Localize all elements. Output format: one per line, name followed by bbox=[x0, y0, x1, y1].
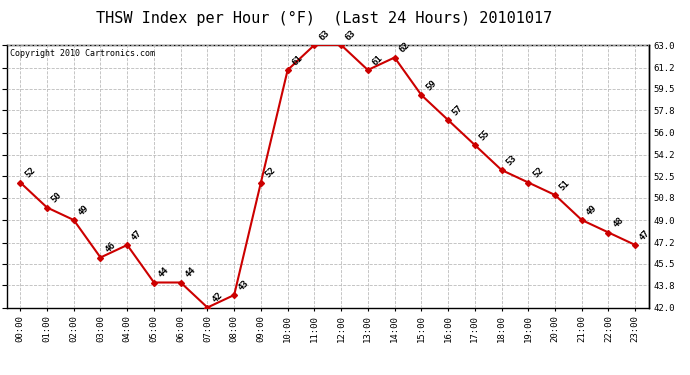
Text: 51: 51 bbox=[558, 178, 572, 192]
Text: 53: 53 bbox=[504, 153, 518, 167]
Text: 62: 62 bbox=[397, 41, 411, 55]
Text: 50: 50 bbox=[50, 191, 63, 205]
Text: 43: 43 bbox=[237, 278, 251, 292]
Text: 57: 57 bbox=[451, 103, 465, 117]
Text: 47: 47 bbox=[130, 228, 144, 242]
Text: Copyright 2010 Cartronics.com: Copyright 2010 Cartronics.com bbox=[10, 49, 155, 58]
Text: THSW Index per Hour (°F)  (Last 24 Hours) 20101017: THSW Index per Hour (°F) (Last 24 Hours)… bbox=[96, 11, 553, 26]
Text: 49: 49 bbox=[584, 203, 598, 217]
Text: 44: 44 bbox=[184, 266, 197, 280]
Text: 52: 52 bbox=[264, 166, 277, 180]
Text: 49: 49 bbox=[77, 203, 90, 217]
Text: 63: 63 bbox=[344, 28, 358, 42]
Text: 63: 63 bbox=[317, 28, 331, 42]
Text: 44: 44 bbox=[157, 266, 170, 280]
Text: 61: 61 bbox=[371, 53, 384, 67]
Text: 42: 42 bbox=[210, 291, 224, 305]
Text: 59: 59 bbox=[424, 78, 438, 92]
Text: 52: 52 bbox=[23, 166, 37, 180]
Text: 61: 61 bbox=[290, 53, 304, 67]
Text: 46: 46 bbox=[104, 241, 117, 255]
Text: 55: 55 bbox=[477, 128, 491, 142]
Text: 48: 48 bbox=[611, 216, 625, 230]
Text: 47: 47 bbox=[638, 228, 652, 242]
Text: 52: 52 bbox=[531, 166, 545, 180]
